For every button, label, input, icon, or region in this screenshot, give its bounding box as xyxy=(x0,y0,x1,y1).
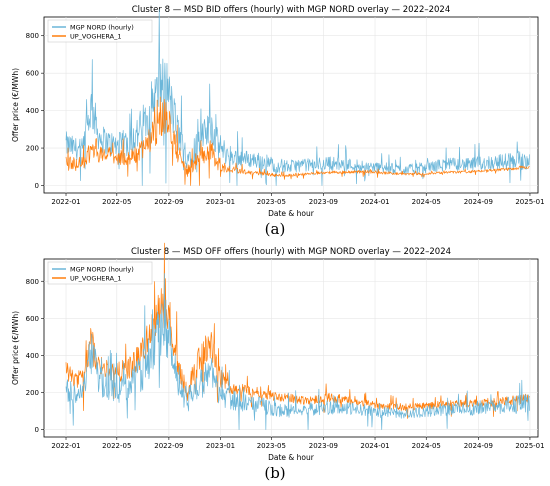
y-tick-label: 800 xyxy=(26,32,39,40)
y-tick-labels: 0 200 400 600 800 xyxy=(26,278,44,434)
series-layer xyxy=(65,9,530,186)
panel-label: (a) xyxy=(265,220,286,238)
x-tick-label: 2023-09 xyxy=(309,198,338,206)
x-tick-label: 2024-09 xyxy=(464,442,493,450)
x-tick-label: 2022-09 xyxy=(154,198,183,206)
x-tick-label: 2023-05 xyxy=(257,442,286,450)
x-axis-label: Date & hour xyxy=(268,209,315,218)
y-tick-label: 600 xyxy=(26,70,39,78)
x-tick-label: 2023-01 xyxy=(206,198,235,206)
series-line-mgp-nord xyxy=(65,9,530,186)
legend-label-mgp: MGP NORD (hourly) xyxy=(70,24,134,32)
x-tick-label: 2024-09 xyxy=(464,198,493,206)
x-tick-label: 2022-05 xyxy=(102,198,131,206)
y-tick-label: 400 xyxy=(26,352,39,360)
legend: MGP NORD (hourly) UP_VOGHERA_1 xyxy=(47,261,153,285)
chart-title: Cluster 8 — MSD BID offers (hourly) with… xyxy=(132,5,451,15)
y-tick-label: 200 xyxy=(26,145,39,153)
legend-box xyxy=(47,19,153,43)
legend-box xyxy=(47,261,153,285)
y-tick-labels: 0 200 400 600 800 xyxy=(26,32,44,190)
x-tick-label: 2022-09 xyxy=(154,442,183,450)
x-tick-label: 2024-05 xyxy=(412,442,441,450)
series-line-mgp-nord xyxy=(65,273,530,430)
y-tick-label: 600 xyxy=(26,315,39,323)
series-line-up-voghera-1 xyxy=(65,242,530,419)
y-tick-label: 0 xyxy=(35,426,39,434)
y-tick-label: 0 xyxy=(35,182,39,190)
series-layer xyxy=(65,242,530,430)
x-tick-label: 2023-09 xyxy=(309,442,338,450)
chart-title: Cluster 8 — MSD OFF offers (hourly) with… xyxy=(131,247,451,257)
chart-panel-a: Cluster 8 — MSD BID offers (hourly) with… xyxy=(11,5,545,238)
x-tick-label: 2025-01 xyxy=(515,442,544,450)
x-tick-label: 2023-01 xyxy=(206,442,235,450)
y-tick-label: 800 xyxy=(26,278,39,286)
legend-label-up: UP_VOGHERA_1 xyxy=(70,275,122,283)
x-tick-label: 2022-05 xyxy=(102,442,131,450)
x-tick-label: 2022-01 xyxy=(51,198,80,206)
y-tick-label: 200 xyxy=(26,389,39,397)
x-tick-label: 2022-01 xyxy=(51,442,80,450)
x-tick-labels: 2022-01 2022-05 2022-09 2023-01 2023-05 2023-… xyxy=(51,193,545,206)
x-tick-label: 2024-01 xyxy=(360,442,389,450)
panel-label: (b) xyxy=(264,464,285,482)
x-tick-label: 2025-01 xyxy=(515,198,544,206)
legend-label-up: UP_VOGHERA_1 xyxy=(70,33,122,41)
x-tick-label: 2024-05 xyxy=(412,198,441,206)
x-tick-labels: 2022-01 2022-05 2022-09 2023-01 2023-05 2023-… xyxy=(51,437,545,450)
series-line-up-voghera-1 xyxy=(65,96,530,186)
y-axis-label: Offer price (€/MWh) xyxy=(11,311,20,385)
chart-panel-b: Cluster 8 — MSD OFF offers (hourly) with… xyxy=(11,242,545,482)
x-axis-label: Date & hour xyxy=(268,453,315,462)
y-tick-label: 400 xyxy=(26,107,39,115)
x-tick-label: 2024-01 xyxy=(360,198,389,206)
legend-label-mgp: MGP NORD (hourly) xyxy=(70,266,134,274)
y-axis-label: Offer price (€/MWh) xyxy=(11,68,20,142)
legend: MGP NORD (hourly) UP_VOGHERA_1 xyxy=(47,19,153,43)
x-tick-label: 2023-05 xyxy=(257,198,286,206)
